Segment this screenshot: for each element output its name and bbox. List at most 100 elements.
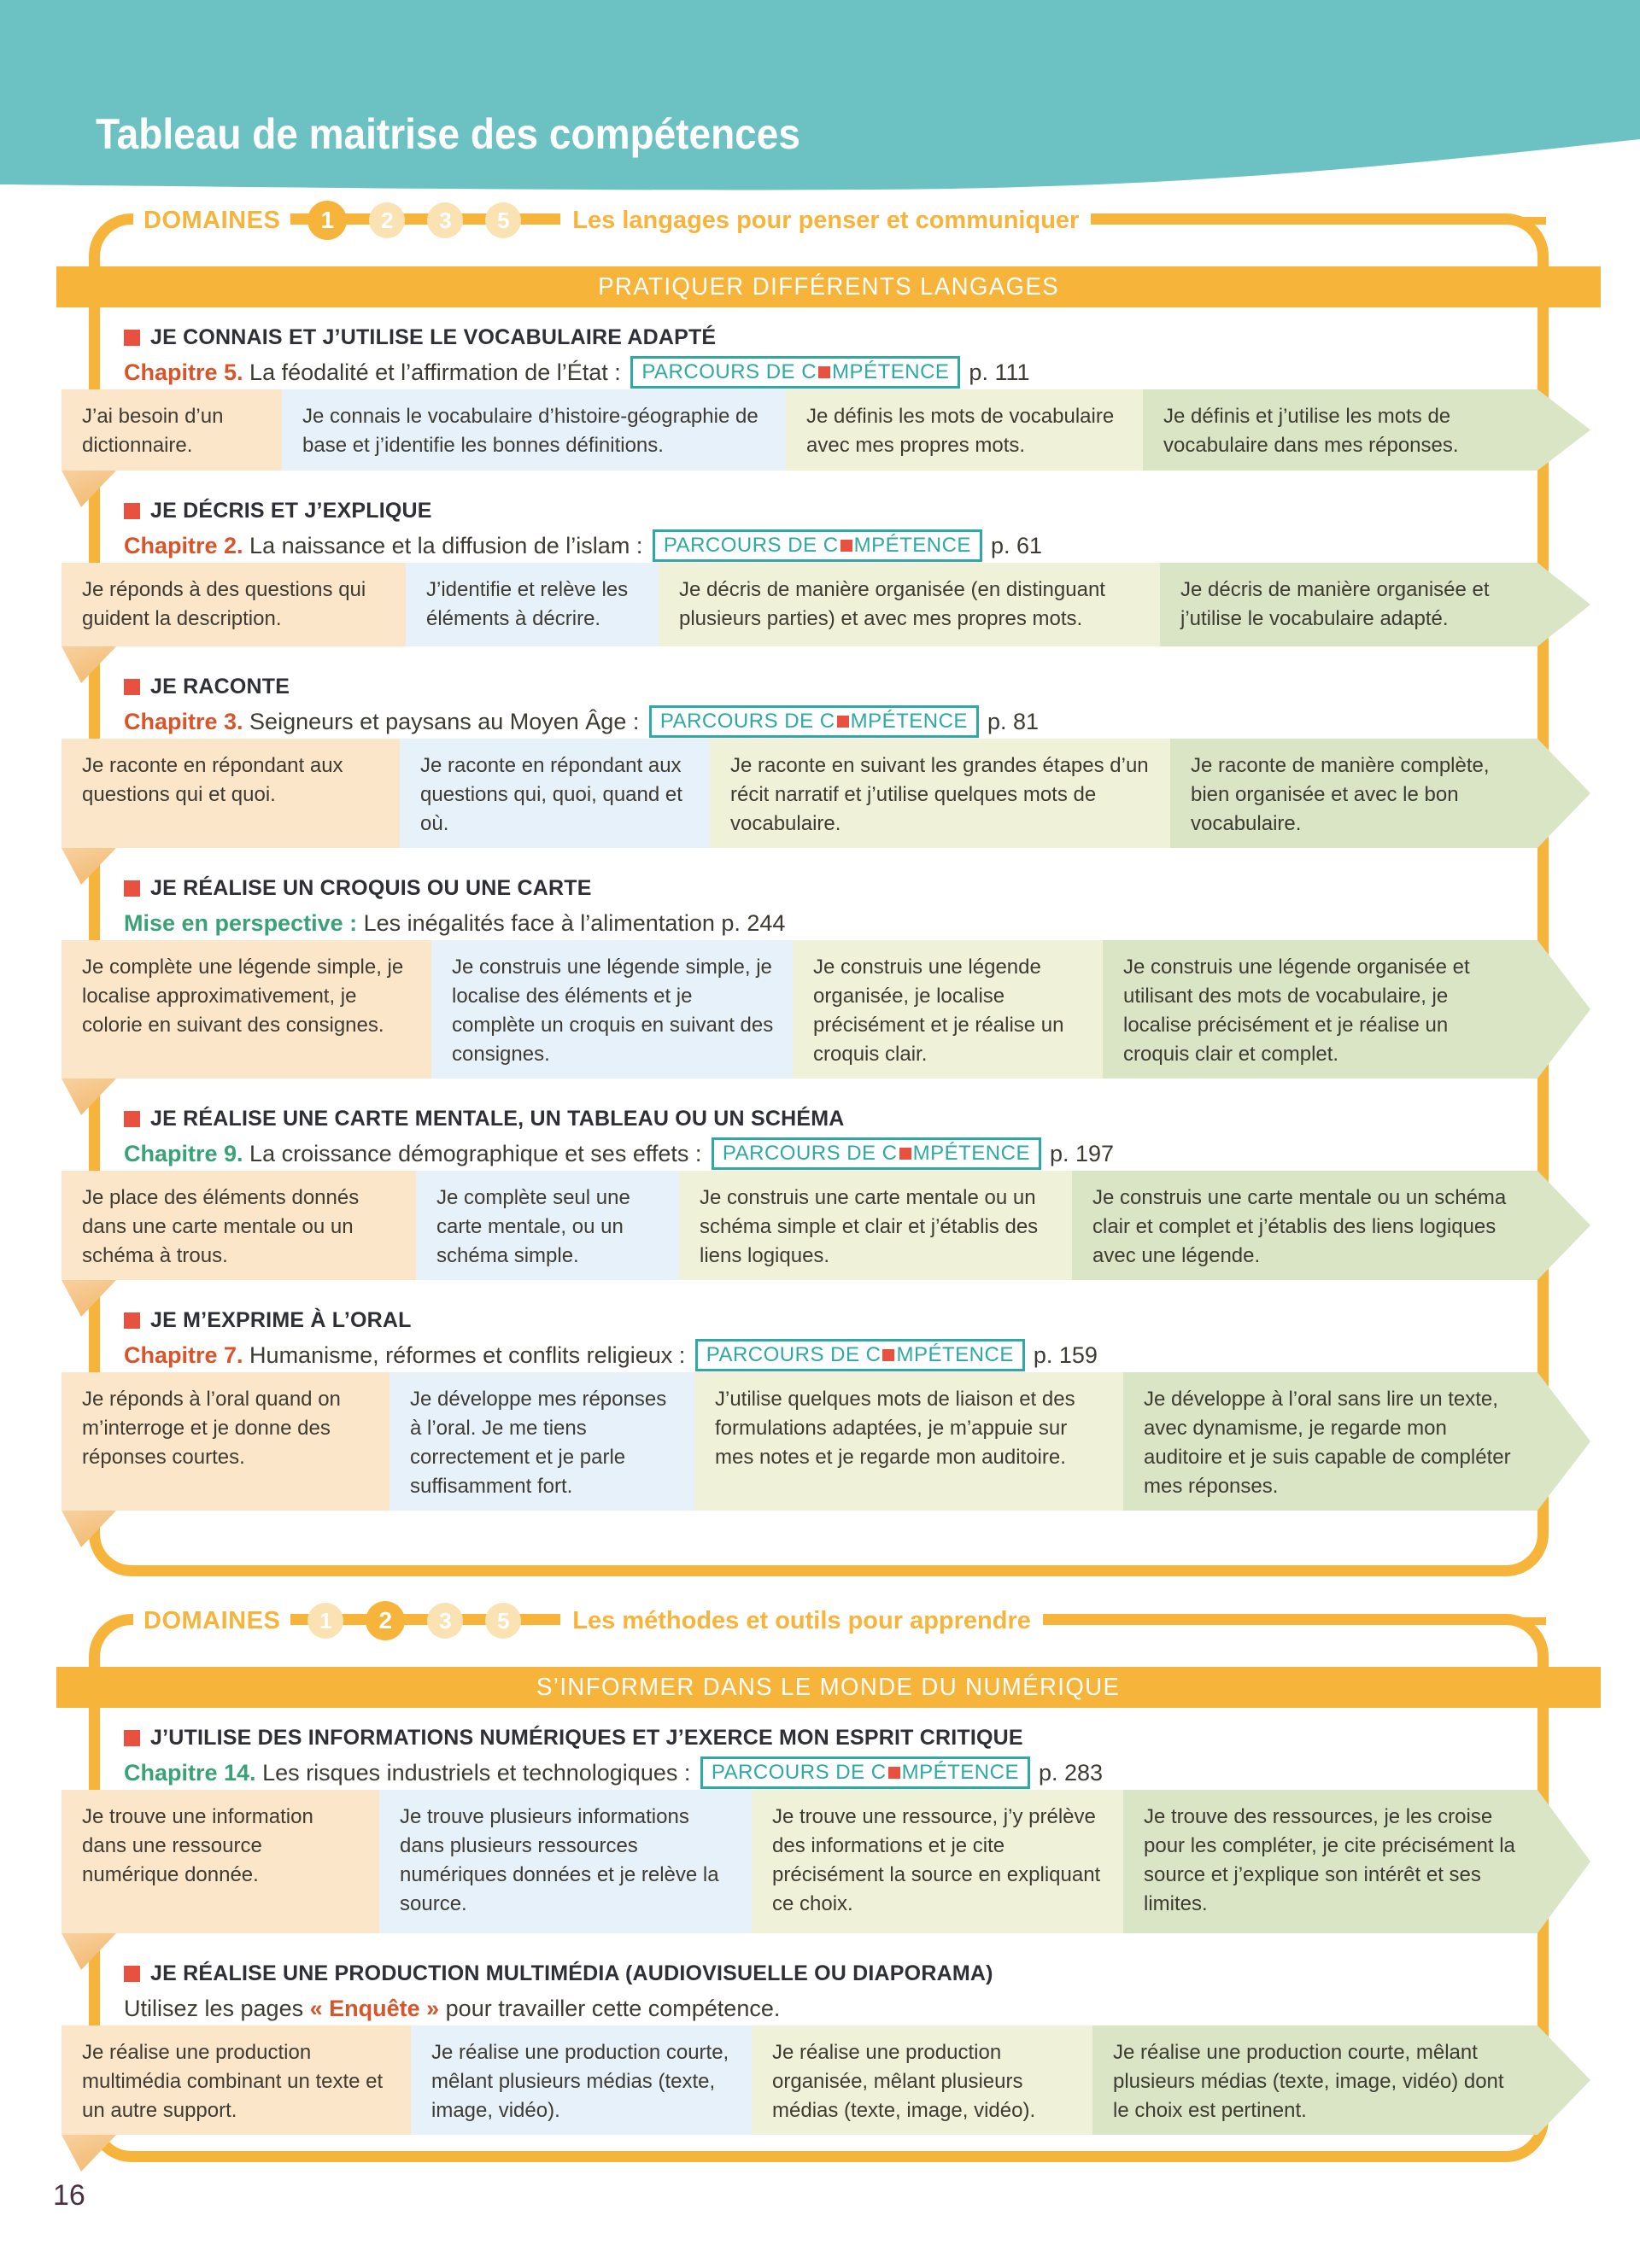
mastery-level-3: Je décris de manière organisée (en disti…: [659, 563, 1160, 646]
parcours-de-competence-badge: PARCOURS DE C MPÉTENCE: [652, 529, 982, 562]
domain-block: DOMAINES 1 2 3 5 Les méthodes et outils pour …: [56, 1601, 1601, 2172]
page-reference: p. 283: [1038, 1759, 1104, 1786]
badge-text-before: PARCOURS DE C: [659, 710, 835, 733]
page-reference: p. 197: [1049, 1140, 1115, 1166]
reference-segment: La croissance démographique et ses effet…: [243, 1140, 708, 1166]
domain-banner-text: PRATIQUER DIFFÉRENTS LANGAGES: [598, 272, 1059, 301]
mastery-level-4: Je trouve des ressources, je les croise …: [1123, 1790, 1538, 1933]
section-title: JE DÉCRIS ET J’EXPLIQUE: [150, 498, 432, 523]
mastery-levels-row: Je place des éléments donnés dans une ca…: [62, 1171, 1601, 1317]
domain-name: Les langages pour penser et communiquer: [560, 206, 1092, 235]
mastery-level-1: Je réponds à des questions qui guident l…: [62, 563, 406, 646]
domain-circle-2-active: 2: [366, 1601, 406, 1640]
domain-header: DOMAINES 1 2 3 5 Les langages pour penser et …: [56, 201, 1601, 240]
header-line-segment: [463, 216, 486, 225]
mastery-level-2: Je connais le vocabulaire d’histoire-géo…: [282, 389, 786, 471]
section-title-row: JE RÉALISE UNE PRODUCTION MULTIMÉDIA (AU…: [124, 1961, 1601, 1986]
row-arrow-tip-icon: [1538, 1171, 1590, 1280]
row-arrow-tip-icon: [1538, 389, 1590, 471]
domain-banner: PRATIQUER DIFFÉRENTS LANGAGES: [56, 266, 1601, 307]
reference-segment: « Enquête »: [309, 1995, 440, 2021]
header-line-segment: [463, 1616, 486, 1625]
mastery-level-3: Je construis une légende organisée, je l…: [793, 940, 1103, 1078]
red-square-icon: [899, 1148, 911, 1160]
page-number: 16: [53, 2179, 85, 2212]
domain-block: DOMAINES 1 2 3 5 Les langages pour penser et …: [56, 201, 1601, 1576]
badge-text-after: MPÉTENCE: [896, 1343, 1014, 1366]
header-line-segment: [343, 1616, 366, 1625]
mastery-levels-row: Je raconte en répondant aux questions qu…: [62, 739, 1601, 885]
header-line-segment: [290, 1616, 308, 1625]
header-line-segment: [1042, 1616, 1546, 1625]
reference-segment: Chapitre 3.: [124, 708, 243, 734]
section-title-row: JE CONNAIS ET J’UTILISE LE VOCABULAIRE A…: [124, 324, 1601, 350]
badge-text-after: MPÉTENCE: [912, 1142, 1030, 1165]
section-title: J’UTILISE DES INFORMATIONS NUMÉRIQUES ET…: [150, 1725, 1023, 1750]
reference-segment: Chapitre 7.: [124, 1342, 243, 1368]
red-square-bullet-icon: [124, 880, 140, 897]
mastery-level-2: Je trouve plusieurs informations dans pl…: [379, 1790, 752, 1933]
competence-section: JE M’EXPRIME À L’ORAL Chapitre 7. Humanis…: [56, 1307, 1601, 1547]
badge-text-after: MPÉTENCE: [901, 1761, 1019, 1784]
parcours-de-competence-badge: PARCOURS DE C MPÉTENCE: [648, 705, 979, 738]
row-arrow-tip-icon: [1538, 1372, 1590, 1511]
red-square-bullet-icon: [124, 1312, 140, 1329]
mastery-level-3: Je définis les mots de vocabulaire avec …: [786, 389, 1143, 471]
section-reference-line: Mise en perspective : Les inégalités fac…: [124, 906, 1601, 940]
reference-segment: La naissance et la diffusion de l’islam …: [243, 532, 649, 558]
mastery-level-2: Je réalise une production courte, mêlant…: [411, 2025, 752, 2135]
competence-section: JE RACONTE Chapitre 3. Seigneurs et paysa…: [56, 674, 1601, 885]
section-title: JE RACONTE: [150, 674, 290, 699]
mastery-level-4: Je réalise une production courte, mêlant…: [1092, 2025, 1538, 2135]
section-title: JE CONNAIS ET J’UTILISE LE VOCABULAIRE A…: [150, 324, 717, 349]
page-reference: p. 111: [969, 359, 1030, 385]
header-line-segment: [405, 1616, 428, 1625]
badge-text-after: MPÉTENCE: [853, 534, 971, 557]
reference-segment: Mise en perspective :: [124, 909, 358, 936]
mastery-level-3: Je réalise une production organisée, mêl…: [752, 2025, 1092, 2135]
mastery-level-4: Je développe à l’oral sans lire un texte…: [1123, 1372, 1538, 1511]
parcours-de-competence-badge: PARCOURS DE C MPÉTENCE: [630, 356, 961, 389]
header-line-segment: [290, 216, 308, 225]
badge-text-before: PARCOURS DE C: [706, 1343, 882, 1366]
mastery-level-4: Je définis et j’utilise les mots de voca…: [1143, 389, 1538, 471]
competence-section: JE RÉALISE UNE CARTE MENTALE, UN TABLEAU…: [56, 1106, 1601, 1317]
header-band-shape: [0, 0, 1640, 190]
mastery-level-2: J’identifie et relève les éléments à déc…: [406, 563, 659, 646]
section-reference-line: Chapitre 14. Les risques industriels et …: [124, 1756, 1601, 1790]
mastery-level-1: Je complète une légende simple, je local…: [62, 940, 431, 1078]
page-reference: p. 81: [987, 708, 1040, 734]
domain-circle-5: 5: [485, 1603, 522, 1639]
mastery-level-3: Je raconte en suivant les grandes étapes…: [710, 739, 1170, 848]
mastery-level-4: Je raconte de manière complète, bien org…: [1170, 739, 1538, 848]
mastery-levels-row: Je complète une légende simple, je local…: [62, 940, 1601, 1115]
mastery-level-1: Je place des éléments donnés dans une ca…: [62, 1171, 416, 1280]
mastery-level-4: Je construis une carte mentale ou un sch…: [1072, 1171, 1538, 1280]
row-arrow-tip-icon: [1538, 563, 1590, 646]
header-line-segment: [521, 1616, 561, 1625]
section-title-row: JE M’EXPRIME À L’ORAL: [124, 1307, 1601, 1333]
section-title: JE RÉALISE UNE CARTE MENTALE, UN TABLEAU…: [150, 1106, 845, 1131]
section-reference-line: Chapitre 5. La féodalité et l’affirmatio…: [124, 355, 1601, 389]
reference-segment: Les risques industriels et technologique…: [255, 1759, 697, 1786]
red-square-bullet-icon: [124, 1110, 140, 1127]
reference-segment: Chapitre 9.: [124, 1140, 243, 1166]
badge-text-before: PARCOURS DE C: [711, 1761, 887, 1784]
parcours-de-competence-badge: PARCOURS DE C MPÉTENCE: [711, 1137, 1041, 1170]
domain-header-label: DOMAINES: [133, 1606, 291, 1635]
domain-banner-text: S’INFORMER DANS LE MONDE DU NUMÉRIQUE: [536, 1673, 1121, 1701]
badge-text-before: PARCOURS DE C: [641, 360, 817, 383]
header-line-segment: [405, 216, 428, 225]
domain-circle-2: 2: [369, 202, 406, 238]
row-arrow-tip-icon: [1538, 1790, 1590, 1933]
page-reference: p. 159: [1033, 1342, 1098, 1368]
badge-text-before: PARCOURS DE C: [722, 1142, 898, 1165]
section-title-row: J’UTILISE DES INFORMATIONS NUMÉRIQUES ET…: [124, 1725, 1601, 1751]
section-reference-line: Chapitre 9. La croissance démographique …: [124, 1137, 1601, 1171]
mastery-level-3: Je trouve une ressource, j’y prélève des…: [752, 1790, 1123, 1933]
section-title: JE RÉALISE UN CROQUIS OU UNE CARTE: [150, 875, 592, 900]
row-arrow-tip-icon: [1538, 739, 1590, 848]
sections-wrapper: JE CONNAIS ET J’UTILISE LE VOCABULAIRE A…: [56, 307, 1601, 1547]
reference-segment: Chapitre 5.: [124, 359, 243, 385]
red-square-icon: [840, 540, 852, 552]
